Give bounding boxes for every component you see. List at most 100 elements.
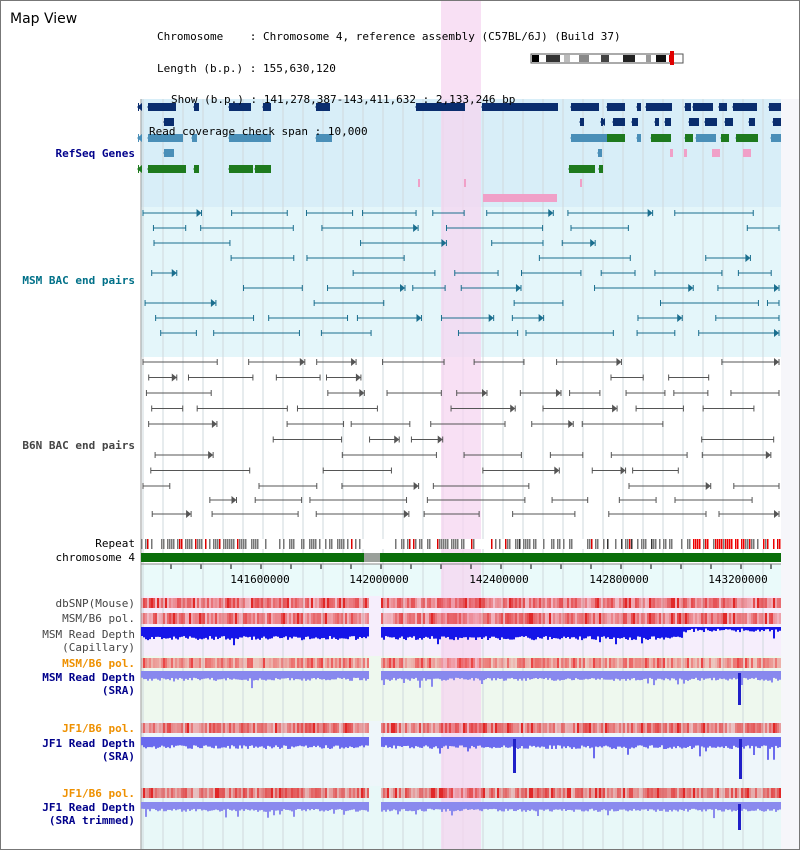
msm-b6-pol2-strip xyxy=(741,658,743,668)
jf1-b6-pol-strip xyxy=(643,723,645,733)
track-label-refseq[interactable]: RefSeq Genes xyxy=(55,147,135,160)
msm-b6-pol2-strip xyxy=(381,658,383,668)
region-info: Chromosome : Chromosome 4, reference ass… xyxy=(149,30,621,138)
jf1-trim-depth-bar xyxy=(397,802,399,815)
dbsnp-strip xyxy=(521,598,523,608)
jf1-b6-pol2-strip xyxy=(477,788,479,798)
msm-b6-pol-strip xyxy=(761,613,763,624)
msm-capillary-depth-bar xyxy=(767,627,769,630)
dbsnp-strip xyxy=(603,598,605,608)
jf1-sra-depth-bar xyxy=(261,737,263,747)
jf1-trim-depth-bar xyxy=(173,802,175,809)
jf1-trim-depth-bar xyxy=(537,802,539,817)
dbsnp-strip xyxy=(149,598,151,608)
msm-capillary-depth-bar xyxy=(431,627,433,637)
dbsnp-strip xyxy=(555,598,557,608)
jf1-b6-pol2-strip xyxy=(179,788,181,798)
jf1-b6-pol-strip xyxy=(405,723,407,733)
jf1-b6-pol2-strip xyxy=(659,788,661,798)
msm-capillary-depth-bar xyxy=(339,627,341,639)
msm-capillary-depth-bar xyxy=(563,627,565,637)
jf1-sra-depth-bar xyxy=(299,737,301,746)
msm-b6-pol2-strip xyxy=(207,658,209,668)
jf1-trim-depth-bar xyxy=(443,802,445,810)
track-label-msm-bac[interactable]: MSM BAC end pairs xyxy=(22,274,135,287)
msm-capillary-depth-bar xyxy=(597,627,599,637)
jf1-b6-pol2-strip xyxy=(211,788,213,798)
repeat-feature xyxy=(339,539,341,549)
jf1-b6-pol-strip xyxy=(341,723,343,733)
dbsnp-strip xyxy=(675,598,677,608)
jf1-trim-depth-bar xyxy=(445,802,447,812)
jf1-b6-pol-strip xyxy=(743,723,745,733)
msm-sra-depth-bar xyxy=(595,671,597,680)
repeat-feature xyxy=(749,539,751,549)
jf1-trim-depth-bar xyxy=(727,802,729,811)
msm-sra-depth-bar xyxy=(529,671,531,680)
msm-b6-pol2-strip xyxy=(235,658,237,668)
dbsnp-strip xyxy=(259,598,261,608)
msm-capillary-depth-bar xyxy=(433,627,435,639)
msm-b6-pol-strip xyxy=(601,613,603,624)
jf1-sra-depth-bar xyxy=(753,737,755,755)
jf1-trim-depth-bar xyxy=(571,802,573,811)
dbsnp-strip xyxy=(363,598,365,608)
gene-strand-arrow xyxy=(137,103,142,111)
msm-sra-depth-bar xyxy=(679,671,681,679)
msm-capillary-depth-bar xyxy=(509,627,511,640)
jf1-trim-depth-bar xyxy=(759,802,761,811)
jf1-b6-pol-strip xyxy=(423,723,425,733)
msm-sra-depth-bar xyxy=(481,671,483,684)
jf1-sra-depth-bar xyxy=(539,737,541,748)
msm-sra-depth-bar xyxy=(317,671,319,678)
msm-b6-pol2-strip xyxy=(417,658,419,668)
jf1-trim-depth-bar xyxy=(573,802,575,812)
gene-feature xyxy=(646,103,672,111)
msm-sra-depth-bar xyxy=(473,671,475,681)
msm-capillary-depth-bar xyxy=(493,627,495,637)
msm-capillary-depth-bar xyxy=(485,627,487,637)
jf1-sra-depth-bar xyxy=(225,737,227,748)
jf1-sra-depth-bar xyxy=(631,737,633,748)
jf1-sra-depth-bar xyxy=(469,737,471,749)
msm-sra-depth-bar xyxy=(753,671,755,679)
jf1-b6-pol-strip xyxy=(307,723,309,733)
msm-sra-depth-bar xyxy=(761,671,763,680)
jf1-trim-depth-bar xyxy=(321,802,323,811)
repeat-feature xyxy=(219,539,221,549)
msm-b6-pol-strip xyxy=(779,613,781,624)
jf1-b6-pol-strip xyxy=(451,723,453,733)
jf1-b6-pol2-strip xyxy=(745,788,747,798)
jf1-trim-depth-bar xyxy=(687,802,689,812)
msm-sra-depth-bar xyxy=(537,671,539,679)
track-label-b6n-bac[interactable]: B6N BAC end pairs xyxy=(22,439,135,452)
msm-sra-depth-bar xyxy=(545,671,547,678)
msm-b6-pol2-strip xyxy=(287,658,289,668)
gene-strand-arrow xyxy=(254,165,259,173)
jf1-sra-depth-bar xyxy=(235,737,237,749)
msm-capillary-depth-bar xyxy=(459,627,461,638)
jf1-b6-pol-strip xyxy=(215,723,217,733)
dbsnp-strip xyxy=(643,598,645,608)
jf1-b6-pol2-strip xyxy=(503,788,505,798)
dbsnp-strip xyxy=(275,598,277,608)
msm-b6-pol2-strip xyxy=(767,658,769,668)
jf1-b6-pol-strip xyxy=(763,723,765,733)
jf1-sra-depth-bar xyxy=(297,737,299,747)
msm-capillary-depth-bar xyxy=(157,627,159,637)
jf1-b6-pol2-strip xyxy=(339,788,341,798)
msm-sra-depth-bar xyxy=(637,671,639,680)
msm-b6-pol-strip xyxy=(249,613,251,624)
msm-b6-pol-strip xyxy=(161,613,163,624)
msm-sra-depth-bar xyxy=(187,671,189,680)
jf1-sra-depth-bar xyxy=(503,737,505,746)
repeat-feature xyxy=(167,539,169,549)
jf1-b6-pol-strip xyxy=(701,723,703,733)
msm-sra-depth-bar xyxy=(173,671,175,682)
dbsnp-strip xyxy=(407,598,409,608)
jf1-trim-depth-bar xyxy=(393,802,395,810)
repeat-feature xyxy=(663,539,665,549)
jf1-trim-depth-bar xyxy=(577,802,579,810)
jf1-b6-pol-strip xyxy=(411,723,413,733)
